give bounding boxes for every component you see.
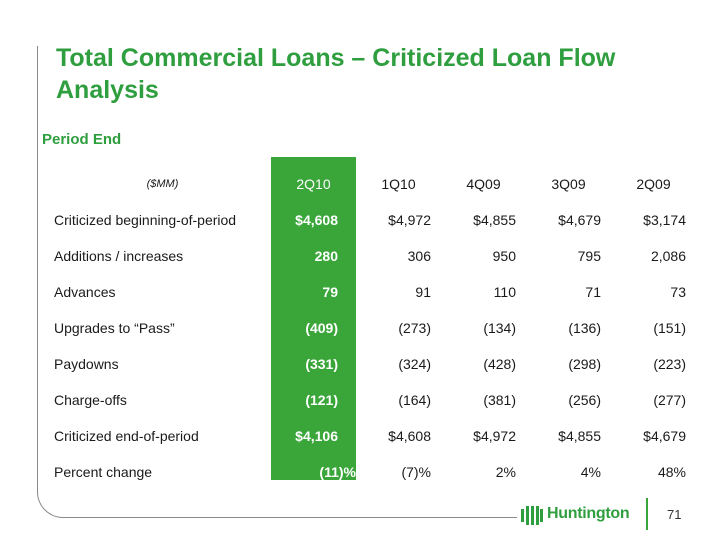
table-cell: 4% [580, 464, 601, 480]
table-cell: $4,106 [295, 428, 338, 444]
column-header: 3Q09 [551, 176, 586, 192]
table-row: Upgrades to “Pass” (409) (273) (134) (13… [48, 310, 696, 346]
table-header-row: ($MM) 2Q10 1Q10 4Q09 3Q09 2Q09 [48, 166, 696, 202]
table-cell: (273) [398, 320, 431, 336]
table-cell: 71 [585, 284, 601, 300]
table-cell: $3,174 [643, 212, 686, 228]
table-cell: 950 [492, 248, 516, 264]
slide-frame [37, 46, 517, 518]
row-label: Paydowns [54, 356, 119, 372]
table-cell: 79 [322, 284, 338, 300]
table-cell: (223) [653, 356, 686, 372]
current-quarter-highlight [271, 157, 356, 480]
table-cell: $4,608 [295, 212, 338, 228]
table-cell: 73 [670, 284, 686, 300]
table-row: Advances 79 91 110 71 73 [48, 274, 696, 310]
table-cell: (121) [305, 392, 338, 408]
table-cell: (409) [305, 320, 338, 336]
table-cell: (11)% [319, 464, 356, 480]
footer-divider [646, 498, 648, 530]
table-cell: 2% [495, 464, 516, 480]
page-number: 71 [667, 507, 682, 522]
row-label: Percent change [54, 464, 153, 480]
criticized-loan-flow-table: ($MM) 2Q10 1Q10 4Q09 3Q09 2Q09 Criticize… [48, 166, 696, 490]
table-cell: 306 [407, 248, 431, 264]
row-label: Advances [54, 284, 116, 300]
slide-subtitle: Period End [42, 131, 122, 148]
table-cell: (331) [305, 356, 338, 372]
table-cell: $4,679 [643, 428, 686, 444]
table-cell: (136) [568, 320, 601, 336]
table-cell: 91 [415, 284, 431, 300]
table-cell: (256) [568, 392, 601, 408]
table-cell: 2,086 [650, 248, 686, 264]
table-cell: (151) [653, 320, 686, 336]
table-cell: (298) [568, 356, 601, 372]
table-cell: (164) [398, 392, 431, 408]
logo-wordmark: Huntington [547, 505, 630, 522]
row-label: Criticized beginning-of-period [54, 212, 237, 228]
table-row: Percent change (11)% (7)% 2% 4% 48% [48, 454, 696, 490]
table-cell: (381) [483, 392, 516, 408]
row-label: Charge-offs [54, 392, 127, 408]
row-label: Criticized end-of-period [54, 428, 199, 444]
table-cell: $4,855 [558, 428, 601, 444]
table-cell: $4,608 [388, 428, 431, 444]
column-header: 4Q09 [466, 176, 501, 192]
table-row: Criticized end-of-period $4,106 $4,608 $… [48, 418, 696, 454]
table-cell: (324) [398, 356, 431, 372]
table-cell: (134) [483, 320, 516, 336]
table-cell: $4,855 [473, 212, 516, 228]
column-header: 2Q09 [636, 176, 671, 192]
table-cell: (428) [483, 356, 516, 372]
table-row: Paydowns (331) (324) (428) (298) (223) [48, 346, 696, 382]
table-cell: (277) [653, 392, 686, 408]
table-cell: 795 [577, 248, 601, 264]
table-cell: (7)% [401, 464, 431, 480]
column-header: 1Q10 [381, 176, 416, 192]
table-cell: 280 [314, 248, 338, 264]
column-header: 2Q10 [296, 176, 331, 192]
table-cell: 110 [493, 284, 516, 300]
table-row: Charge-offs (121) (164) (381) (256) (277… [48, 382, 696, 418]
slide-title: Total Commercial Loans – Criticized Loan… [56, 44, 616, 104]
table-row: Criticized beginning-of-period $4,608 $4… [48, 202, 696, 238]
row-label: Additions / increases [54, 248, 184, 264]
table-row: Additions / increases 280 306 950 795 2,… [48, 238, 696, 274]
unit-label: ($MM) [146, 178, 179, 190]
huntington-logo: Huntington [521, 503, 636, 527]
table-cell: $4,679 [558, 212, 601, 228]
row-label: Upgrades to “Pass” [54, 320, 175, 336]
table-cell: 48% [657, 464, 686, 480]
table-cell: $4,972 [388, 212, 431, 228]
table-cell: $4,972 [473, 428, 516, 444]
huntington-stripes-icon [521, 506, 543, 525]
